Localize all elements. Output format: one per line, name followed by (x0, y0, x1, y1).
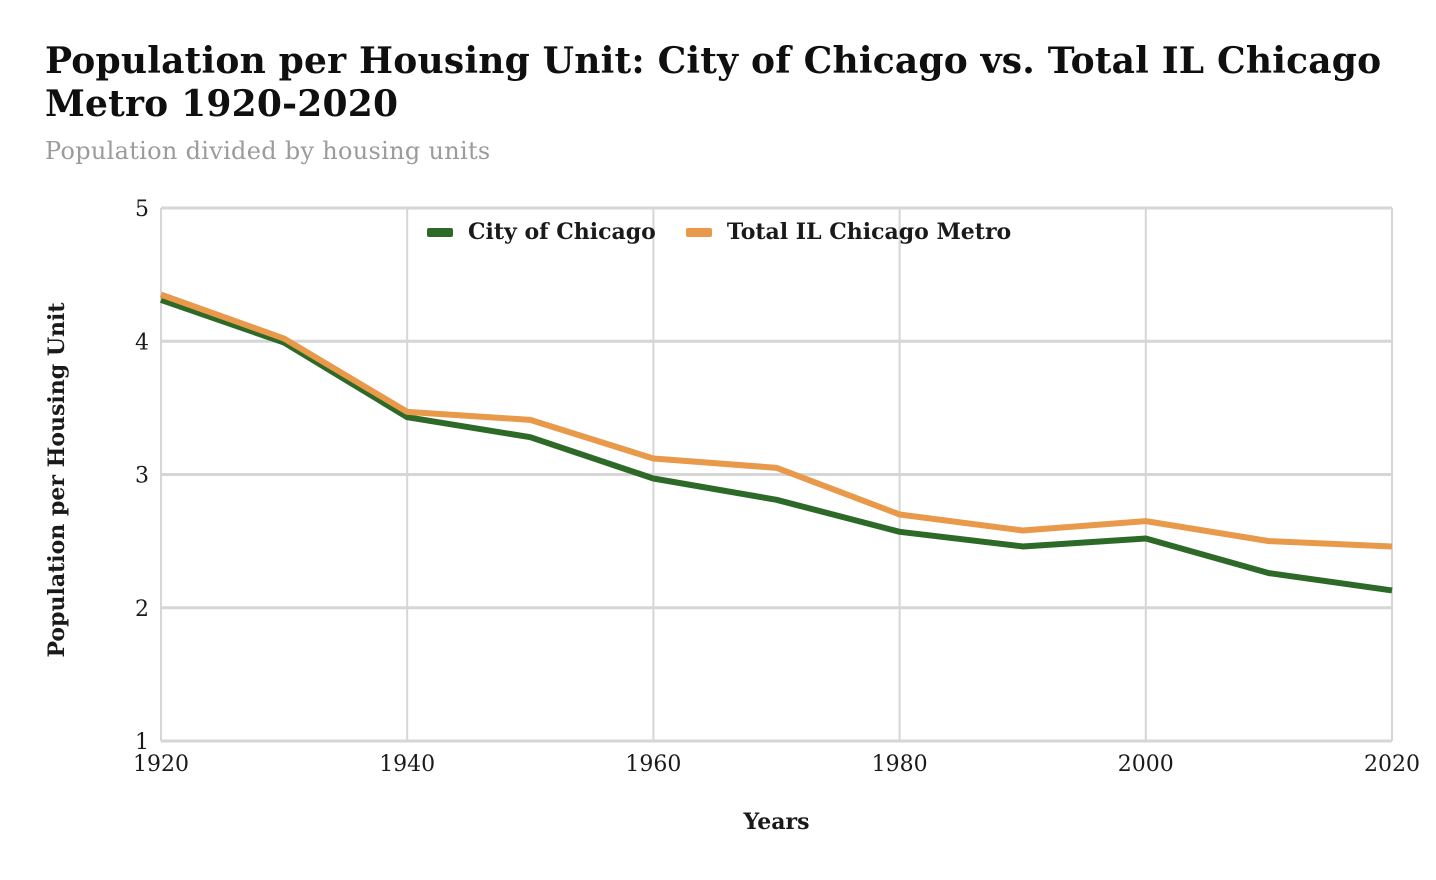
series-line-total-il-chicago-metro (159, 291, 1393, 550)
legend-label-total-il-chicago-metro: Total IL Chicago Metro (726, 219, 1012, 245)
x-axis-title: Years (743, 809, 810, 835)
legend-item-city-of-chicago[interactable]: City of Chicago (427, 219, 656, 245)
chart-title-line2: Metro 1920-2020 (45, 83, 399, 126)
y-tick-label: 5 (135, 197, 149, 222)
legend-item-total-il-chicago-metro[interactable]: Total IL Chicago Metro (685, 219, 1012, 245)
x-tick-label: 1940 (379, 752, 435, 777)
y-tick-label: 3 (135, 464, 149, 489)
x-tick-label: 2020 (1364, 752, 1420, 777)
legend: City of Chicago Total IL Chicago Metro (427, 219, 1012, 245)
legend-swatch-total-il-chicago-metro (685, 227, 712, 237)
legend-swatch-city-of-chicago (427, 227, 453, 237)
x-tick-label: 1960 (625, 752, 681, 777)
x-tick-label: 1920 (133, 752, 189, 777)
chart-title-line1: Population per Housing Unit: City of Chi… (45, 40, 1382, 82)
y-tick-label: 4 (135, 330, 149, 355)
x-tick-label: 2000 (1118, 752, 1174, 777)
chart-subtitle: Population divided by housing units (45, 137, 491, 165)
chart-title: Population per Housing Unit: City of Chi… (45, 40, 1405, 126)
y-tick-label: 2 (135, 597, 149, 622)
line-chart-canvas: 1 2 3 4 5 1920 1940 1960 1980 2000 2020 (133, 197, 1420, 777)
y-tick-label: 1 (135, 730, 149, 755)
y-axis-title: Population per Housing Unit (44, 302, 70, 658)
x-tick-label: 1980 (872, 752, 928, 777)
series-line-city-of-chicago (160, 297, 1393, 594)
legend-label-city-of-chicago: City of Chicago (468, 219, 656, 245)
